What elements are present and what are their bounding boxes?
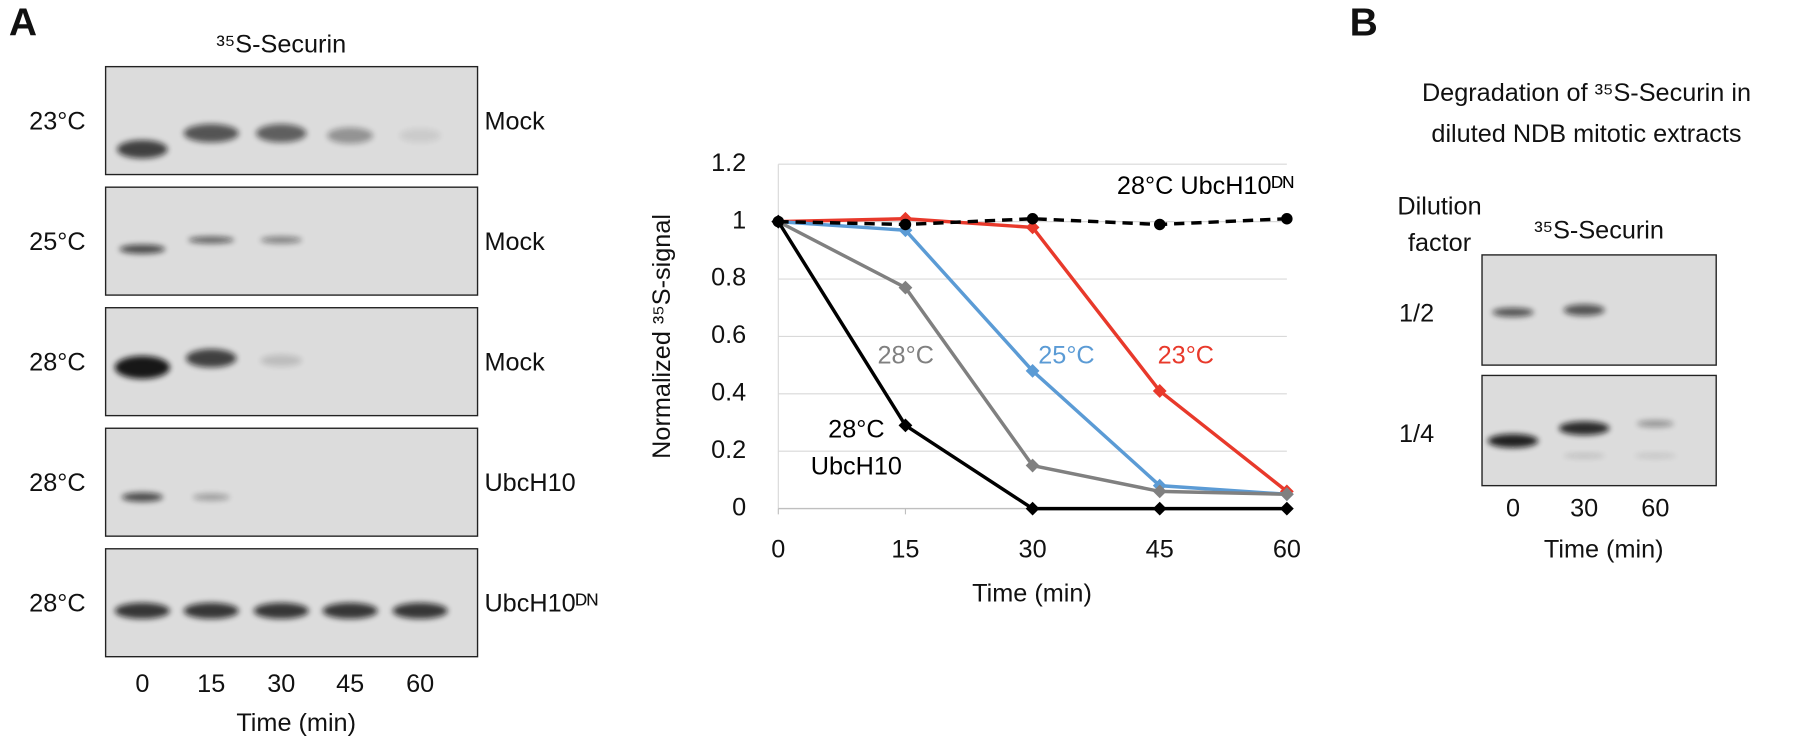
series-label: 28°C — [878, 342, 934, 370]
series-label: 23°C — [1158, 342, 1214, 370]
gel-band — [392, 602, 448, 619]
gel-band — [255, 124, 307, 143]
y-tick-label: 0.4 — [711, 378, 746, 406]
gel-band — [327, 127, 374, 144]
point — [1026, 213, 1039, 225]
gel-x-label: Time (min) — [1544, 536, 1664, 564]
gel-band — [114, 602, 170, 619]
gel-band — [1487, 433, 1539, 448]
row-label: 28°C — [29, 349, 85, 377]
panel-title: diluted NDB mitotic extracts — [1431, 120, 1741, 148]
gel-band — [260, 354, 302, 367]
gel-band — [183, 124, 239, 143]
gel-band — [260, 236, 302, 244]
gel-image — [104, 65, 479, 176]
point — [899, 218, 912, 231]
point — [772, 215, 785, 228]
row-label: UbcH10ᴰᴺ — [484, 590, 598, 618]
gel-band — [119, 244, 166, 254]
y-tick-label: 0.2 — [711, 436, 746, 464]
gel-band — [188, 236, 235, 244]
panel-label: A — [9, 2, 37, 45]
y-tick-label: 1 — [732, 206, 746, 234]
y-tick-label: 0 — [732, 493, 746, 521]
lane-label: 0 — [135, 670, 149, 698]
row-header: Dilution — [1397, 193, 1481, 221]
gel-image — [104, 548, 479, 658]
row-label: Mock — [484, 108, 545, 136]
gel-band — [192, 493, 230, 501]
row-label: Mock — [484, 349, 545, 377]
row-label: Mock — [484, 228, 545, 256]
gel-band — [1492, 307, 1534, 317]
gel-band — [1563, 304, 1605, 316]
series-label: 25°C — [1038, 342, 1094, 370]
gel-band — [253, 602, 309, 619]
gel-band — [1636, 420, 1674, 428]
series-label-line: UbcH10 — [811, 452, 902, 480]
lane-label: 15 — [197, 670, 225, 698]
series-label: 28°C UbcH10ᴰᴺ — [1117, 172, 1294, 200]
lane-label: 30 — [267, 670, 295, 698]
gel-band — [185, 349, 237, 368]
row-label: 23°C — [29, 108, 85, 136]
row-header: factor — [1408, 229, 1471, 257]
gel-title: ³⁵S-Securin — [216, 31, 346, 59]
row-label: UbcH10 — [484, 469, 575, 497]
row-label: 1/4 — [1399, 420, 1434, 448]
gel-band — [183, 602, 239, 619]
panel-label: B — [1350, 2, 1378, 45]
point — [1152, 501, 1167, 516]
x-tick-label: 0 — [771, 536, 785, 564]
panel-title: Degradation of ³⁵S-Securin in — [1422, 79, 1751, 107]
row-label: 28°C — [29, 590, 85, 618]
point — [1279, 487, 1294, 502]
lane-label: 60 — [1641, 494, 1669, 522]
series-label-line: 28°C — [828, 415, 884, 443]
point — [1279, 501, 1294, 516]
lane-label: 0 — [1506, 494, 1520, 522]
lane-label: 45 — [336, 670, 364, 698]
lane-label: 30 — [1570, 494, 1598, 522]
gel-x-label: Time (min) — [236, 709, 356, 737]
gel-band — [1634, 453, 1677, 459]
gel-band — [1563, 453, 1605, 459]
gel-band — [1558, 421, 1610, 436]
gel-band — [399, 128, 441, 143]
gel-band — [117, 140, 168, 159]
point — [1153, 218, 1166, 231]
point — [1152, 384, 1167, 398]
x-tick-label: 15 — [891, 536, 919, 564]
series-label: 28°C UbcH10 — [811, 415, 902, 480]
gel-band — [121, 492, 164, 502]
gel-band — [322, 602, 378, 619]
lane-label: 60 — [406, 670, 434, 698]
gel-band — [114, 355, 170, 379]
row-label: 28°C — [29, 469, 85, 497]
y-axis-label: Normalized ³⁵S-signal — [648, 214, 676, 459]
point — [1152, 484, 1167, 499]
point — [1281, 213, 1293, 225]
y-tick-label: 0.8 — [711, 264, 746, 292]
gel-title: ³⁵S-Securin — [1534, 217, 1664, 245]
y-tick-label: 1.2 — [711, 149, 746, 177]
row-label: 1/2 — [1399, 299, 1434, 327]
y-tick-label: 0.6 — [711, 321, 746, 349]
x-axis-label: Time (min) — [972, 579, 1092, 607]
gel-image — [104, 427, 479, 537]
x-tick-label: 45 — [1146, 536, 1174, 564]
row-label: 25°C — [29, 228, 85, 256]
x-tick-label: 30 — [1019, 536, 1047, 564]
x-tick-label: 60 — [1273, 536, 1301, 564]
